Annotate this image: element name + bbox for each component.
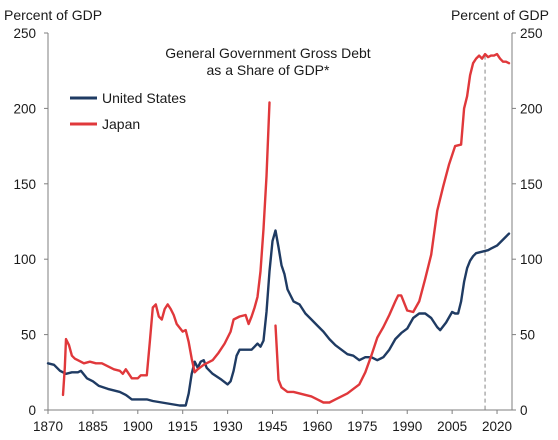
- left-y-tick-label: 150: [13, 177, 36, 192]
- legend-label-united-states: United States: [102, 90, 186, 106]
- legend: United States Japan: [70, 90, 186, 132]
- plot-frame-layer: [47, 33, 513, 411]
- tick-labels-layer: 0 0 50 50 100 100 150 150 200 200 250 250 1870 1885 19…: [13, 26, 542, 434]
- series-line-united-states: [46, 229, 511, 407]
- right-y-tick-label: 250: [520, 26, 543, 41]
- left-y-tick-label: 250: [13, 26, 36, 41]
- x-tick-label: 1945: [257, 419, 287, 434]
- right-y-tick-label: 100: [520, 252, 543, 267]
- x-tick-label: 2020: [482, 419, 512, 434]
- right-y-tick-label: 50: [520, 328, 535, 343]
- left-y-tick-label: 100: [13, 252, 36, 267]
- x-tick-label: 1900: [123, 419, 153, 434]
- chart-title-line-1: General Government Gross Debt: [165, 45, 371, 61]
- series-lines-layer: [46, 52, 511, 407]
- series-line-japan-segment-1: [61, 101, 271, 397]
- right-y-tick-label: 150: [520, 177, 543, 192]
- x-tick-label: 1930: [213, 419, 243, 434]
- right-y-tick-label: 200: [520, 101, 543, 116]
- chart-title-line-2: as a Share of GDP*: [207, 62, 331, 78]
- right-axis-title: Percent of GDP: [451, 7, 549, 23]
- left-y-tick-label: 50: [21, 328, 36, 343]
- right-y-tick-label: 0: [520, 403, 528, 418]
- x-tick-label: 1915: [168, 419, 198, 434]
- x-tick-label: 1885: [78, 419, 108, 434]
- left-y-tick-label: 0: [28, 403, 36, 418]
- left-y-tick-label: 200: [13, 101, 36, 116]
- x-tick-label: 1870: [33, 419, 63, 434]
- x-tick-label: 1990: [392, 419, 422, 434]
- x-tick-label: 2005: [437, 419, 467, 434]
- series-line-japan-segment-2: [274, 52, 511, 404]
- x-tick-label: 1975: [347, 419, 377, 434]
- x-tick-label: 1960: [302, 419, 332, 434]
- legend-label-japan: Japan: [102, 116, 140, 132]
- left-axis-title: Percent of GDP: [4, 7, 102, 23]
